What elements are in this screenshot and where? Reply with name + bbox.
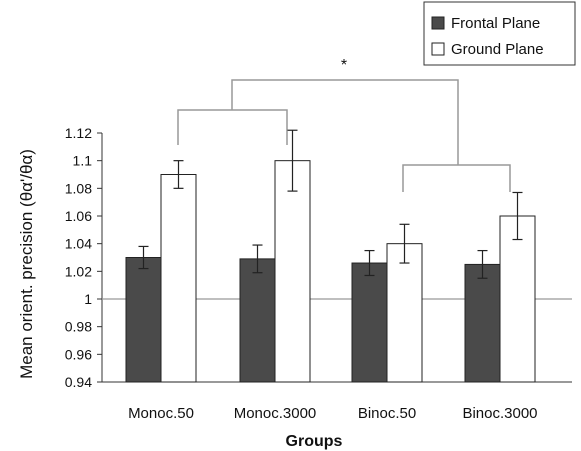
- y-axis-ticks: 0.94 0.96 0.98 1 1.02 1.04 1.06 1.08 1.1 1.12: [65, 125, 102, 390]
- x-axis-tick-labels: Monoc.50 Monoc.3000 Binoc.50 Binoc.3000: [128, 405, 537, 422]
- bracket-left-group: [177, 109, 288, 145]
- legend-swatch-frontal: [431, 16, 445, 30]
- bar-frontal-binoc-3000: [464, 263, 501, 383]
- bars: [125, 129, 536, 383]
- y-tick-label: 1.02: [65, 263, 92, 279]
- x-tick-label: Binoc.50: [358, 405, 416, 422]
- legend-label-frontal: Frontal Plane: [451, 15, 540, 32]
- y-tick-label: 0.98: [65, 319, 92, 335]
- bracket-right-group: [402, 164, 511, 192]
- x-axis-label: Groups: [286, 433, 343, 450]
- y-tick-label: 1.06: [65, 208, 92, 224]
- bar-ground-monoc-50: [160, 174, 197, 383]
- bar-ground-monoc-3000: [274, 160, 311, 383]
- y-tick-label: 1.08: [65, 180, 92, 196]
- y-tick-label: 1: [84, 291, 92, 307]
- x-tick-label: Monoc.50: [128, 405, 194, 422]
- legend-swatch-ground: [431, 42, 445, 56]
- y-tick-label: 0.96: [65, 346, 92, 362]
- legend: Frontal Plane Ground Plane: [423, 1, 576, 66]
- significance-bracket: [177, 79, 511, 192]
- bracket-top: [231, 79, 459, 165]
- legend-box: [423, 1, 576, 66]
- bar-frontal-monoc-3000: [239, 258, 276, 383]
- x-tick-label: Monoc.3000: [234, 405, 317, 422]
- x-tick-label: Binoc.3000: [462, 405, 537, 422]
- bar-frontal-monoc-50: [125, 257, 162, 383]
- y-axis-label: Mean orient. precision (θα'/θα): [17, 149, 36, 379]
- bar-ground-binoc-3000: [499, 215, 536, 383]
- bar-frontal-binoc-50: [351, 262, 388, 383]
- bar-ground-binoc-50: [386, 243, 423, 383]
- y-tick-label: 1.12: [65, 125, 92, 141]
- y-tick-label: 1.04: [65, 236, 92, 252]
- y-tick-label: 1.1: [73, 153, 93, 169]
- legend-label-ground: Ground Plane: [451, 41, 544, 58]
- y-tick-label: 0.94: [65, 374, 92, 390]
- significance-label: *: [341, 57, 347, 74]
